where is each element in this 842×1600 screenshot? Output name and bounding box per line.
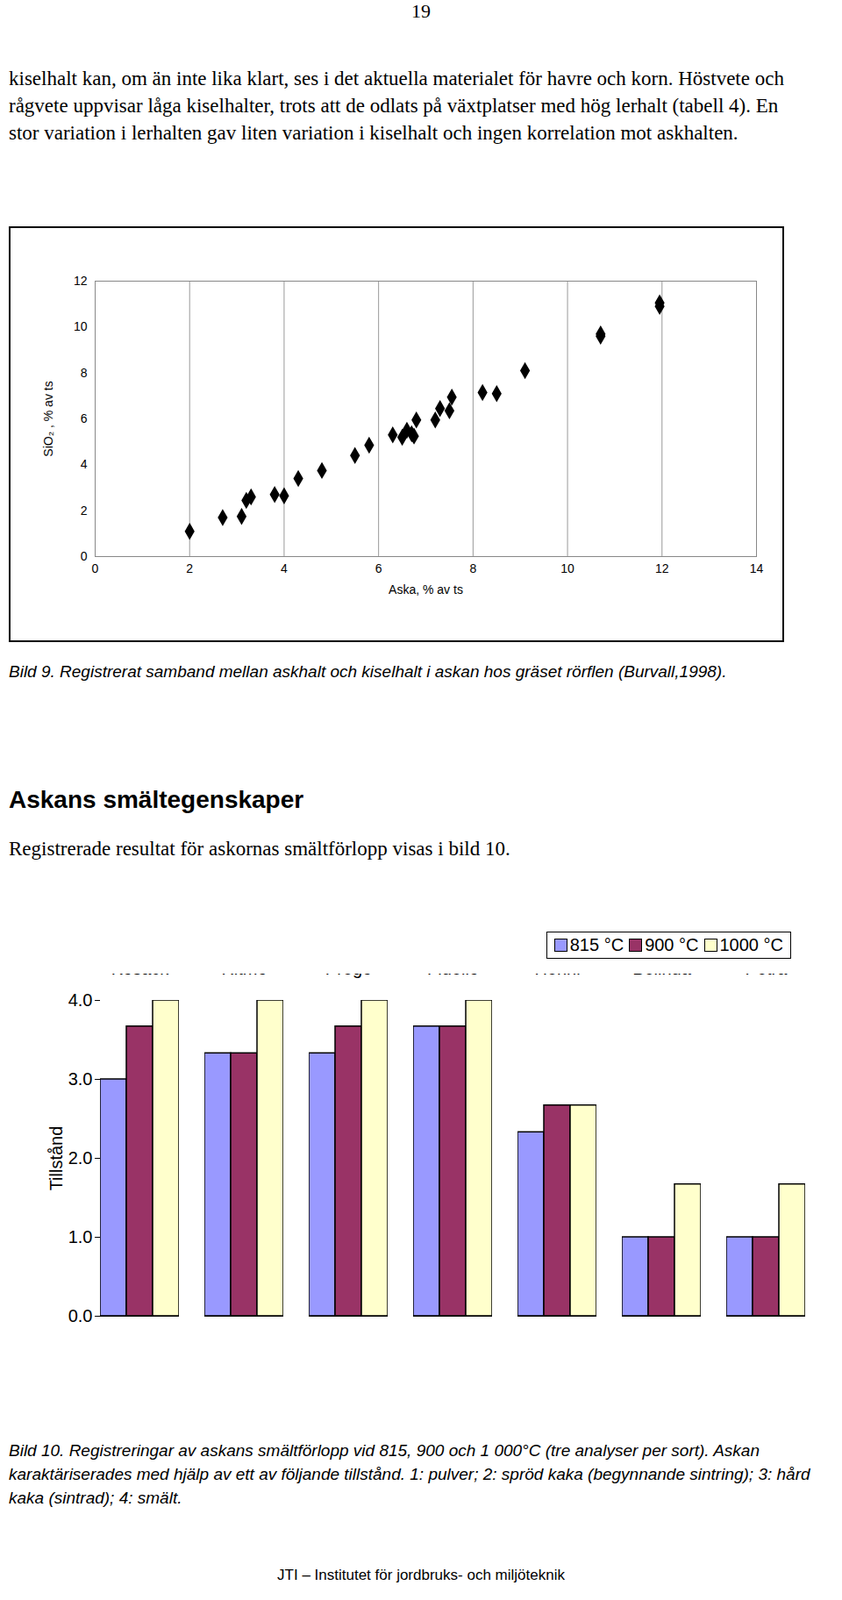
svg-text:8: 8 (80, 365, 88, 380)
svg-text:Aska, % av ts: Aska, % av ts (388, 582, 464, 597)
svg-text:6: 6 (80, 411, 88, 426)
svg-text:4: 4 (80, 456, 88, 471)
svg-text:2: 2 (80, 503, 88, 518)
html-text:Registrerade resultat för asko: Registrerade resultat för askornas smält… (8, 837, 511, 860)
svg-text:RågvetePrego: RågvetePrego (315, 973, 382, 978)
svg-text:SiO₂ , % av ts: SiO₂ , % av ts (41, 380, 56, 457)
html-text:JTI – Institutet för jordbruks: JTI – Institutet för jordbruks- och milj… (277, 1566, 565, 1584)
html-text:19: 19 (411, 0, 431, 22)
svg-text:10: 10 (73, 319, 88, 334)
svg-text:4: 4 (280, 561, 288, 576)
svg-text:HöstveteRitmo: HöstveteRitmo (209, 973, 279, 978)
svg-text:6: 6 (375, 561, 383, 576)
svg-text:2: 2 (185, 561, 193, 576)
svg-text:HavreBelinda: HavreBelinda (632, 973, 693, 978)
svg-text:10: 10 (560, 561, 575, 576)
svg-text:HöstveteKosack: HöstveteKosack (105, 973, 175, 978)
svg-text:KornHenni: KornHenni (534, 973, 580, 978)
html-text:900 °C: 900 °C (644, 934, 699, 955)
html-text:kiselhalt kan, om än inte lika: kiselhalt kan, om än inte lika klart, se… (8, 67, 785, 144)
svg-text:3.0: 3.0 (68, 1069, 93, 1089)
svg-text:Tillstånd: Tillstånd (46, 1126, 66, 1192)
html-text:Askans smältegenskaper: Askans smältegenskaper (8, 785, 304, 814)
svg-text:4.0: 4.0 (68, 990, 93, 1010)
svg-text:8: 8 (469, 561, 477, 576)
html-text:Bild 9. Registrerat samband me: Bild 9. Registrerat samband mellan askha… (8, 662, 727, 681)
svg-text:2.0: 2.0 (68, 1148, 93, 1168)
svg-text:0: 0 (92, 561, 100, 576)
svg-text:12: 12 (655, 561, 670, 576)
svg-text:RågveteFidelio: RågveteFidelio (420, 973, 486, 978)
svg-text:14: 14 (749, 561, 764, 576)
svg-text:1.0: 1.0 (68, 1227, 93, 1247)
svg-text:HavrePetra: HavrePetra (742, 973, 790, 978)
html-text:Bild 10. Registreringar av ask: Bild 10. Registreringar av askans smältf… (8, 1441, 811, 1507)
html-text:815 °C: 815 °C (569, 934, 624, 955)
html-text:1000 °C: 1000 °C (719, 934, 784, 955)
svg-text:0.0: 0.0 (68, 1305, 93, 1326)
svg-text:0: 0 (80, 549, 88, 564)
svg-text:12: 12 (73, 273, 88, 288)
